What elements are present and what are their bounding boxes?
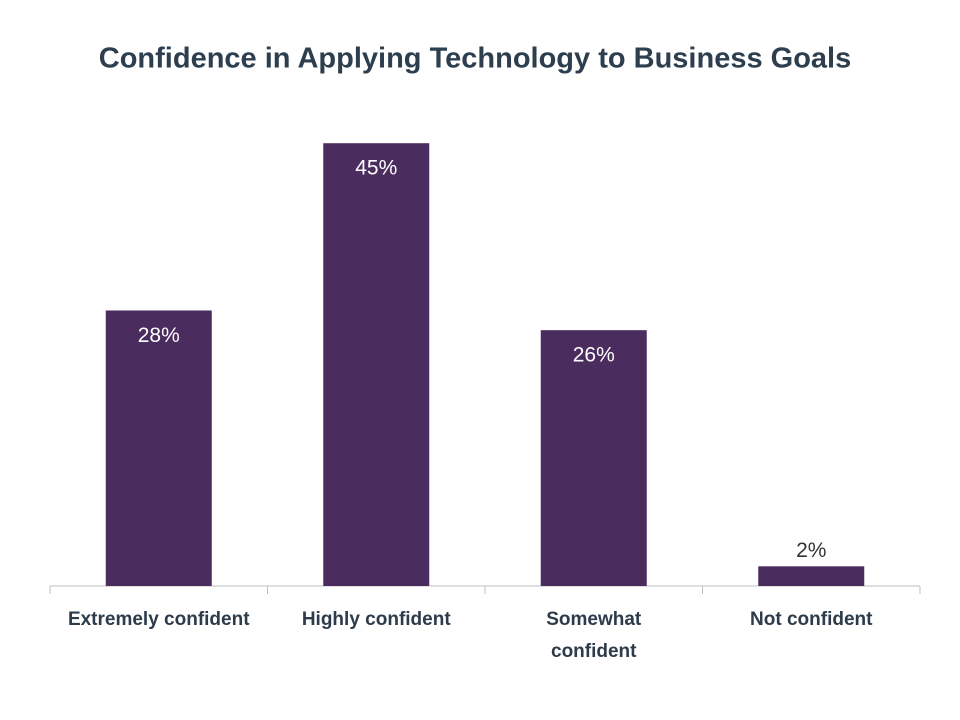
data-label: 28% bbox=[138, 324, 180, 347]
x-tick-label: Highly confident bbox=[301, 609, 451, 630]
bar bbox=[540, 330, 647, 586]
bar bbox=[323, 143, 430, 586]
data-label: 45% bbox=[355, 157, 397, 180]
data-label: 26% bbox=[573, 344, 615, 367]
x-tick-label: Not confident bbox=[750, 609, 873, 630]
x-tick-label: Extremely confident bbox=[67, 609, 250, 630]
x-tick-label: Somewhat confident bbox=[546, 609, 642, 662]
chart-title: Confidence in Applying Technology to Bus… bbox=[99, 43, 851, 75]
bar bbox=[105, 310, 212, 586]
data-label: 2% bbox=[796, 539, 826, 562]
bar bbox=[758, 566, 865, 586]
